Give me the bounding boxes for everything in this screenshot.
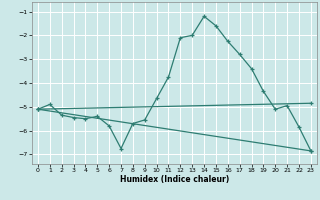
X-axis label: Humidex (Indice chaleur): Humidex (Indice chaleur) (120, 175, 229, 184)
